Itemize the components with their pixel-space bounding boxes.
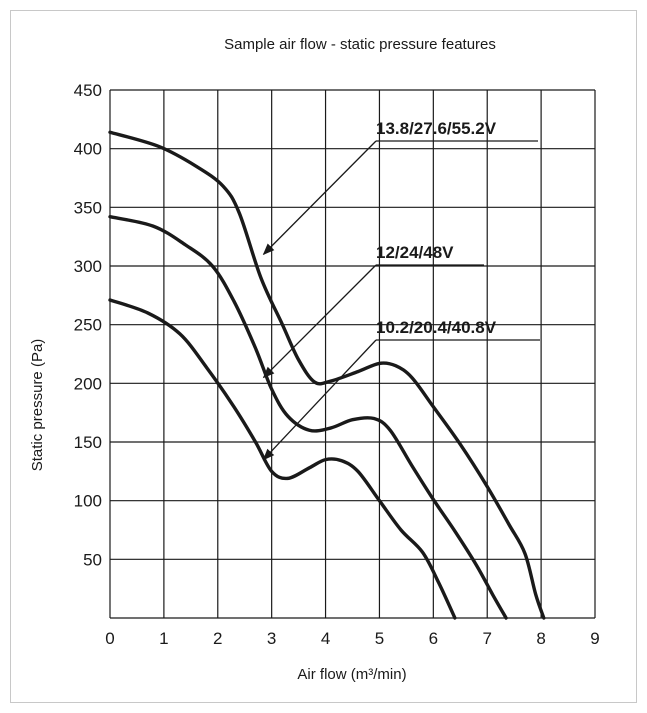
series-line-3: [108, 298, 457, 620]
annotation-arrow: [262, 264, 377, 379]
y-tick-label: 100: [74, 492, 102, 511]
data-series: [108, 130, 546, 620]
x-tick-label: 2: [213, 629, 222, 648]
series-line-2: [108, 215, 508, 620]
annotation-label-1: 13.8/27.6/55.2V: [376, 119, 497, 138]
y-tick-label: 350: [74, 198, 102, 217]
x-tick-label: 7: [482, 629, 491, 648]
x-tick-label: 5: [375, 629, 384, 648]
y-tick-label: 250: [74, 316, 102, 335]
x-tick-label: 6: [429, 629, 438, 648]
y-tick-label: 150: [74, 433, 102, 452]
annotation-label-2: 12/24/48V: [376, 243, 454, 262]
grid-lines: [109, 89, 596, 619]
x-tick-label: 3: [267, 629, 276, 648]
x-tick-label: 9: [590, 629, 599, 648]
chart-frame: [10, 10, 637, 703]
annotations: 13.8/27.6/55.2V 12/24/48V 10.2/20.4/40.8V: [262, 119, 540, 461]
x-axis-label: Air flow (m³/min): [297, 666, 406, 683]
chart-title: Sample air flow - static pressure featur…: [224, 36, 496, 53]
series-line-1: [108, 130, 546, 620]
annotation-label-3: 10.2/20.4/40.8V: [376, 318, 497, 337]
y-tick-label: 300: [74, 257, 102, 276]
x-tick-label: 1: [159, 629, 168, 648]
x-tick-label: 8: [536, 629, 545, 648]
annotation-arrow: [262, 339, 377, 461]
y-tick-label: 450: [74, 81, 102, 100]
x-tick-label: 0: [105, 629, 114, 648]
y-axis-label: Static pressure (Pa): [29, 339, 46, 472]
y-tick-label: 400: [74, 140, 102, 159]
annotation-arrow: [262, 140, 377, 256]
tick-labels: 0 1 2 3 4 5 6 7 8 9 50 100 150 200 250 300 350 400 450: [74, 81, 600, 648]
x-tick-label: 4: [321, 629, 330, 648]
y-tick-label: 50: [83, 550, 102, 569]
y-tick-label: 200: [74, 374, 102, 393]
